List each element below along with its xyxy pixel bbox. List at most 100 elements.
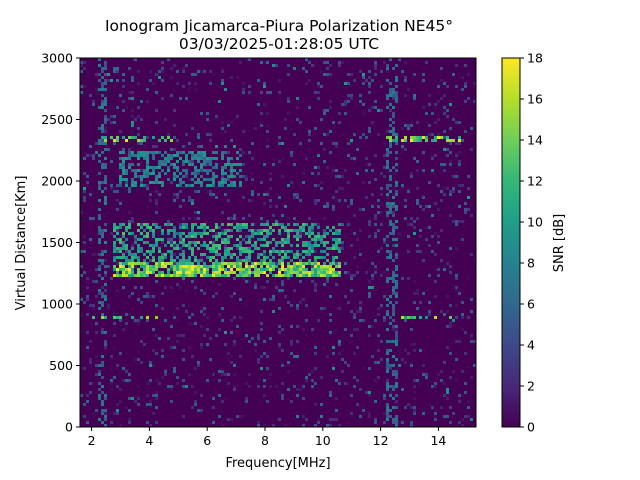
heatmap-cell: [230, 121, 233, 124]
heatmap-cell: [425, 238, 428, 241]
heatmap-cell: [329, 319, 332, 322]
heatmap-cell: [92, 316, 95, 319]
heatmap-cell: [359, 319, 362, 322]
heatmap-cell: [422, 73, 425, 76]
heatmap-cell: [200, 244, 203, 247]
heatmap-cell: [140, 178, 143, 181]
heatmap-cell: [170, 139, 173, 142]
heatmap-cell: [152, 247, 155, 250]
heatmap-cell: [299, 280, 302, 283]
heatmap-cell: [455, 121, 458, 124]
heatmap-cell: [251, 337, 254, 340]
heatmap-cell: [464, 211, 467, 214]
heatmap-cell: [173, 265, 176, 268]
heatmap-cell: [431, 250, 434, 253]
heatmap-cell: [308, 61, 311, 64]
heatmap-cell: [92, 157, 95, 160]
heatmap-cell: [392, 97, 395, 100]
heatmap-cell: [443, 136, 446, 139]
heatmap-cell: [353, 352, 356, 355]
heatmap-cell: [296, 232, 299, 235]
heatmap-cell: [254, 274, 257, 277]
heatmap-cell: [377, 133, 380, 136]
heatmap-cell: [218, 328, 221, 331]
heatmap-cell: [173, 367, 176, 370]
heatmap-cell: [263, 286, 266, 289]
heatmap-cell: [317, 91, 320, 94]
heatmap-cell: [473, 259, 476, 262]
heatmap-cell: [218, 415, 221, 418]
heatmap-cell: [92, 154, 95, 157]
heatmap-cell: [416, 121, 419, 124]
heatmap-cell: [89, 154, 92, 157]
heatmap-cell: [176, 196, 179, 199]
colorbar-tick-label: 2: [527, 379, 535, 394]
heatmap-cell: [104, 64, 107, 67]
heatmap-cell: [227, 160, 230, 163]
heatmap-cell: [113, 265, 116, 268]
heatmap-cell: [116, 226, 119, 229]
heatmap-cell: [284, 271, 287, 274]
heatmap-cell: [317, 262, 320, 265]
heatmap-cell: [104, 103, 107, 106]
heatmap-cell: [287, 277, 290, 280]
heatmap-cell: [359, 307, 362, 310]
heatmap-cell: [332, 208, 335, 211]
heatmap-cell: [224, 397, 227, 400]
heatmap-cell: [113, 322, 116, 325]
heatmap-cell: [434, 295, 437, 298]
heatmap-cell: [221, 79, 224, 82]
heatmap-cell: [146, 100, 149, 103]
heatmap-cell: [386, 367, 389, 370]
heatmap-cell: [122, 163, 125, 166]
y-tick-label: 500: [49, 358, 73, 373]
heatmap-cell: [137, 397, 140, 400]
heatmap-cell: [299, 232, 302, 235]
heatmap-cell: [203, 307, 206, 310]
heatmap-cell: [188, 82, 191, 85]
heatmap-cell: [122, 169, 125, 172]
heatmap-cell: [206, 268, 209, 271]
heatmap-cell: [209, 256, 212, 259]
heatmap-cell: [176, 193, 179, 196]
heatmap-cell: [338, 238, 341, 241]
heatmap-cell: [314, 271, 317, 274]
heatmap-cell: [164, 157, 167, 160]
y-axis-label: Virtual Distance[Km]: [14, 176, 29, 311]
heatmap-cell: [212, 271, 215, 274]
heatmap-cell: [194, 235, 197, 238]
heatmap-cell: [101, 316, 104, 319]
heatmap-cell: [398, 421, 401, 424]
heatmap-cell: [308, 271, 311, 274]
heatmap-cell: [173, 229, 176, 232]
heatmap-cell: [188, 196, 191, 199]
heatmap-cell: [461, 76, 464, 79]
heatmap-cell: [83, 187, 86, 190]
heatmap-cell: [137, 139, 140, 142]
heatmap-cell: [392, 121, 395, 124]
heatmap-cell: [386, 163, 389, 166]
heatmap-cell: [140, 247, 143, 250]
heatmap-cell: [215, 238, 218, 241]
heatmap-cell: [107, 79, 110, 82]
heatmap-cell: [227, 184, 230, 187]
heatmap-cell: [176, 169, 179, 172]
heatmap-cell: [101, 103, 104, 106]
heatmap-cell: [218, 274, 221, 277]
heatmap-cell: [125, 250, 128, 253]
heatmap-cell: [302, 172, 305, 175]
heatmap-cell: [200, 343, 203, 346]
heatmap-cell: [425, 112, 428, 115]
heatmap-cell: [197, 232, 200, 235]
heatmap-cell: [248, 169, 251, 172]
heatmap-cell: [221, 184, 224, 187]
heatmap-cell: [146, 316, 149, 319]
heatmap-cell: [452, 118, 455, 121]
heatmap-cell: [119, 238, 122, 241]
heatmap-cell: [86, 181, 89, 184]
heatmap-cell: [203, 178, 206, 181]
heatmap-cell: [251, 223, 254, 226]
heatmap-cell: [179, 235, 182, 238]
heatmap-cell: [248, 280, 251, 283]
heatmap-cell: [338, 223, 341, 226]
